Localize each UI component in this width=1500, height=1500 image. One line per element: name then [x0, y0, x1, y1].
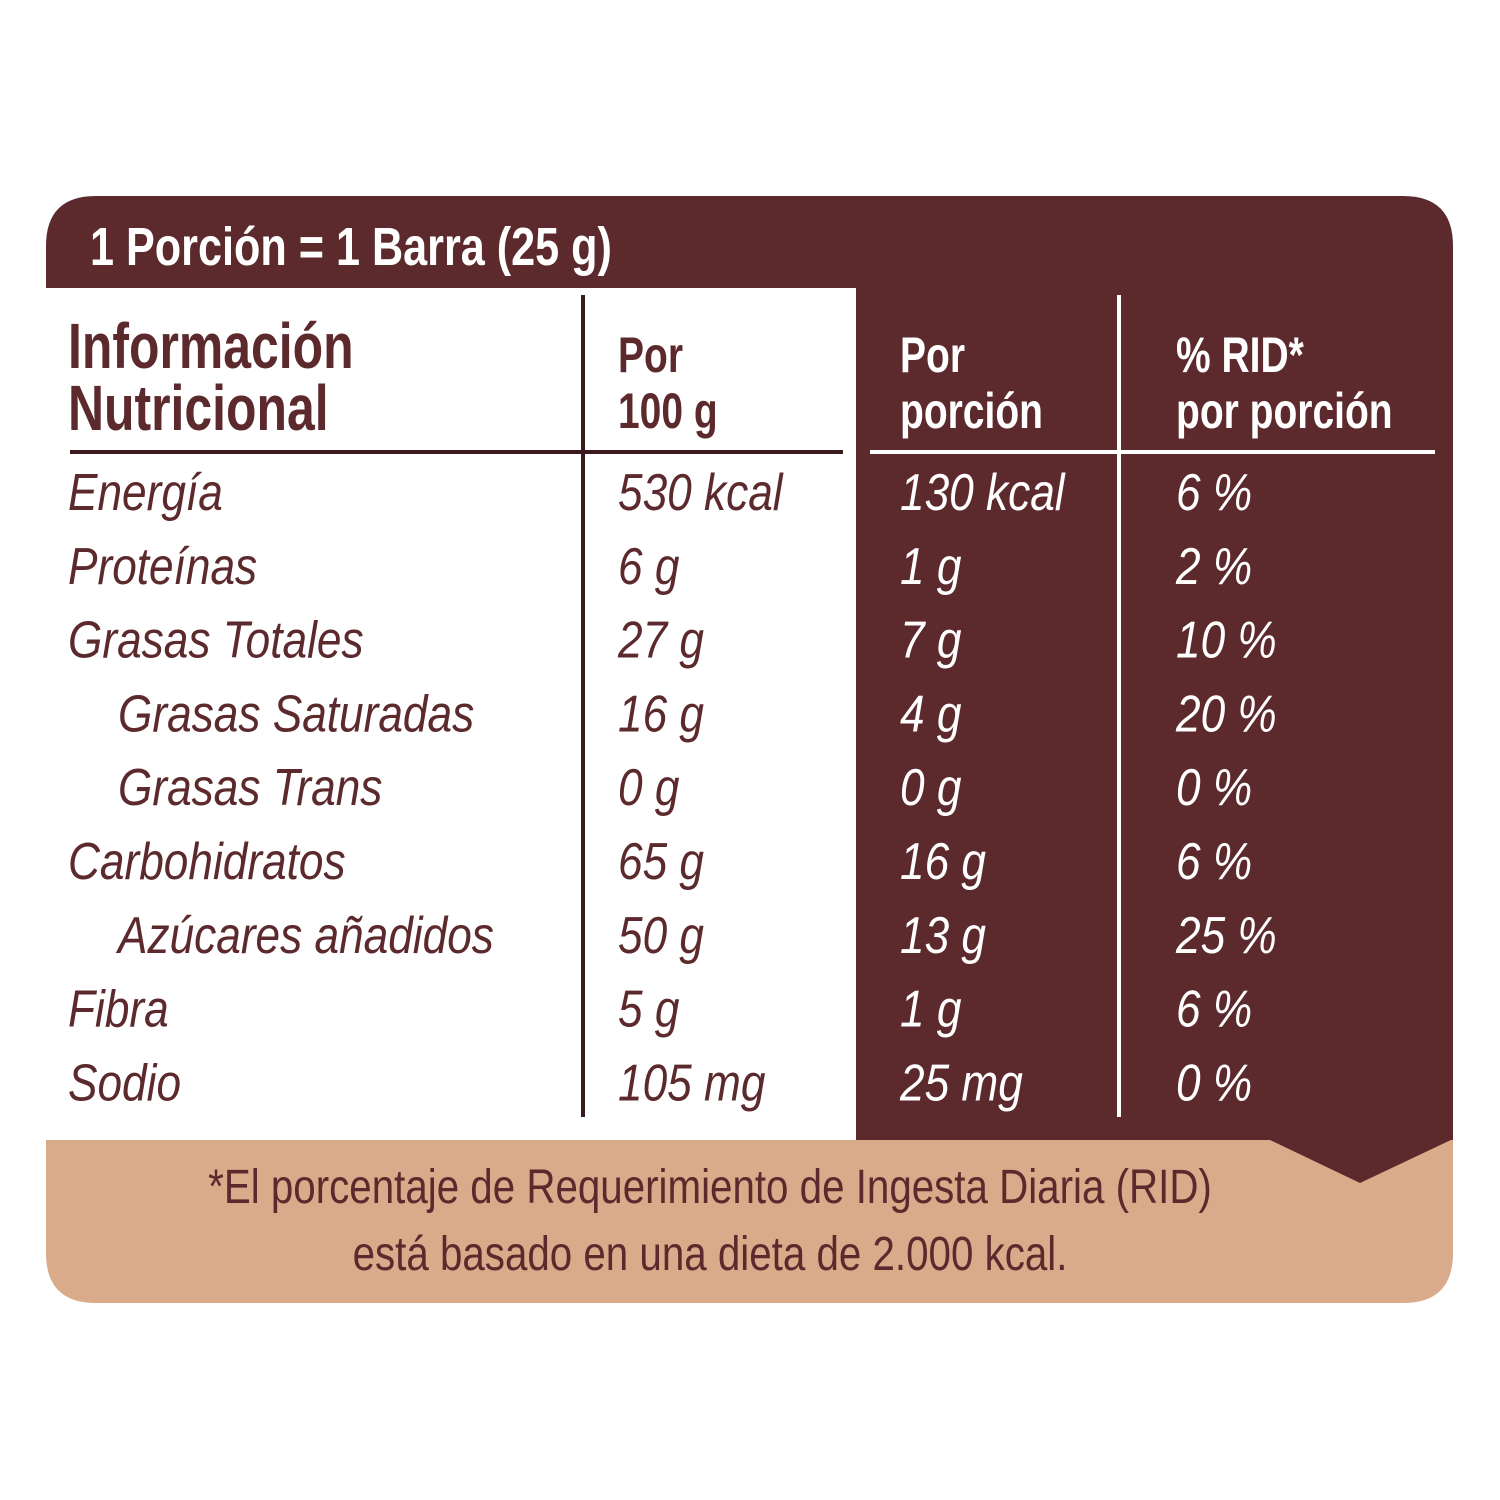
column-header: Nutricional — [68, 373, 329, 444]
nutrient-value: 27 g — [617, 611, 704, 669]
nutrient-value: 105 mg — [618, 1054, 766, 1112]
nutrient-value: 6 % — [1176, 980, 1252, 1038]
column-header: % RID* — [1176, 326, 1304, 383]
nutrient-value: 7 g — [900, 611, 962, 669]
nutrient-value: 50 g — [618, 906, 704, 964]
nutrient-value: 20 % — [1175, 685, 1277, 743]
nutrient-value: 0 % — [1176, 759, 1252, 817]
column-header: porción — [900, 382, 1043, 439]
white-panel — [46, 288, 856, 1140]
column-header: Por — [900, 326, 965, 383]
notch — [1268, 1139, 1453, 1183]
nutrient-value: 65 g — [618, 833, 704, 891]
nutrient-value: 16 g — [618, 685, 704, 743]
nutrient-value: 16 g — [900, 833, 986, 891]
texts: 1 Porción = 1 Barra (25 g) InformaciónNut… — [68, 218, 1393, 1281]
nutrient-value: 6 % — [1176, 833, 1252, 891]
nutrient-name: Fibra — [68, 980, 169, 1038]
nutrient-value: 0 g — [900, 759, 962, 817]
column-header: 100 g — [618, 382, 718, 439]
footer-panel — [46, 1140, 1453, 1303]
nutrient-name: Sodio — [68, 1054, 181, 1112]
nutrient-name: Energía — [68, 464, 223, 522]
nutrient-value: 5 g — [618, 980, 680, 1038]
nutrient-value: 13 g — [900, 906, 986, 964]
nutrient-name: Carbohidratos — [68, 833, 346, 891]
nutrient-name: Proteínas — [68, 537, 257, 595]
nutrient-value: 1 g — [900, 980, 962, 1038]
nutrient-value: 4 g — [900, 685, 962, 743]
column-header: Información — [68, 311, 354, 382]
footnote: *El porcentaje de Requerimiento de Inges… — [208, 1161, 1212, 1214]
nutrient-value: 25 % — [1175, 906, 1277, 964]
footnote: está basado en una dieta de 2.000 kcal. — [353, 1228, 1068, 1281]
nutrient-value: 130 kcal — [900, 464, 1066, 522]
column-header: Por — [618, 326, 683, 383]
nutrient-value: 25 mg — [899, 1054, 1023, 1112]
nutrient-value: 0 % — [1176, 1054, 1252, 1112]
nutrient-name: Grasas Totales — [68, 611, 364, 669]
nutrient-name: Grasas Saturadas — [118, 685, 474, 743]
nutrient-value: 6 g — [618, 537, 680, 595]
nutrient-name: Azúcares añadidos — [115, 906, 494, 964]
nutrient-value: 6 % — [1176, 464, 1252, 522]
nutrient-value: 1 g — [900, 537, 962, 595]
column-header: por porción — [1176, 382, 1393, 439]
nutrient-value: 2 % — [1175, 537, 1252, 595]
nutrient-name: Grasas Trans — [118, 759, 382, 817]
nutrient-value: 10 % — [1176, 611, 1277, 669]
nutrient-value: 530 kcal — [618, 464, 784, 522]
serving-title: 1 Porción = 1 Barra (25 g) — [90, 218, 612, 278]
nutrient-value: 0 g — [618, 759, 680, 817]
